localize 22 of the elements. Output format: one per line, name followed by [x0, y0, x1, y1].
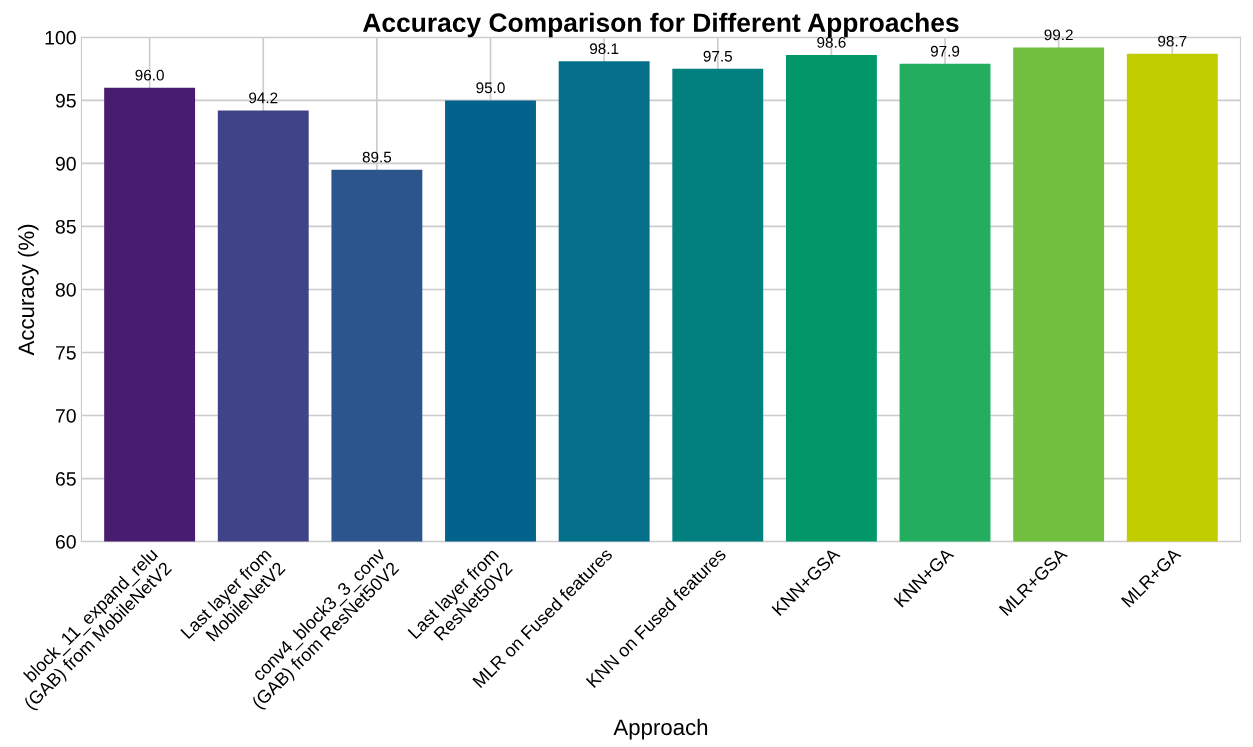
- y-tick-label: 95: [55, 93, 76, 108]
- y-tick-label: 60: [55, 535, 76, 549]
- x-axis-title: Approach: [613, 718, 708, 740]
- data-label: 98.1: [589, 43, 619, 55]
- data-label: 98.6: [817, 36, 846, 48]
- data-label: 96.0: [135, 69, 164, 81]
- y-tick-label: 70: [55, 408, 76, 423]
- data-label: 98.7: [1158, 35, 1187, 47]
- y-axis-title: Accuracy (%): [17, 224, 39, 356]
- data-label: 94.2: [249, 92, 278, 104]
- y-tick-label: 85: [55, 219, 76, 234]
- data-label: 89.5: [362, 151, 392, 163]
- y-tick-label: 65: [55, 472, 76, 486]
- data-label: 97.9: [930, 45, 960, 57]
- y-tick-label: 100: [45, 30, 76, 45]
- data-label: 95.0: [476, 82, 505, 94]
- data-label: 99.2: [1044, 29, 1073, 41]
- chart-title: Accuracy Comparison for Different Approaches: [362, 12, 959, 38]
- data-label: 97.5: [703, 50, 732, 62]
- y-tick-label: 75: [55, 346, 76, 360]
- y-tick-label: 90: [55, 156, 76, 171]
- y-tick-label: 80: [55, 282, 76, 297]
